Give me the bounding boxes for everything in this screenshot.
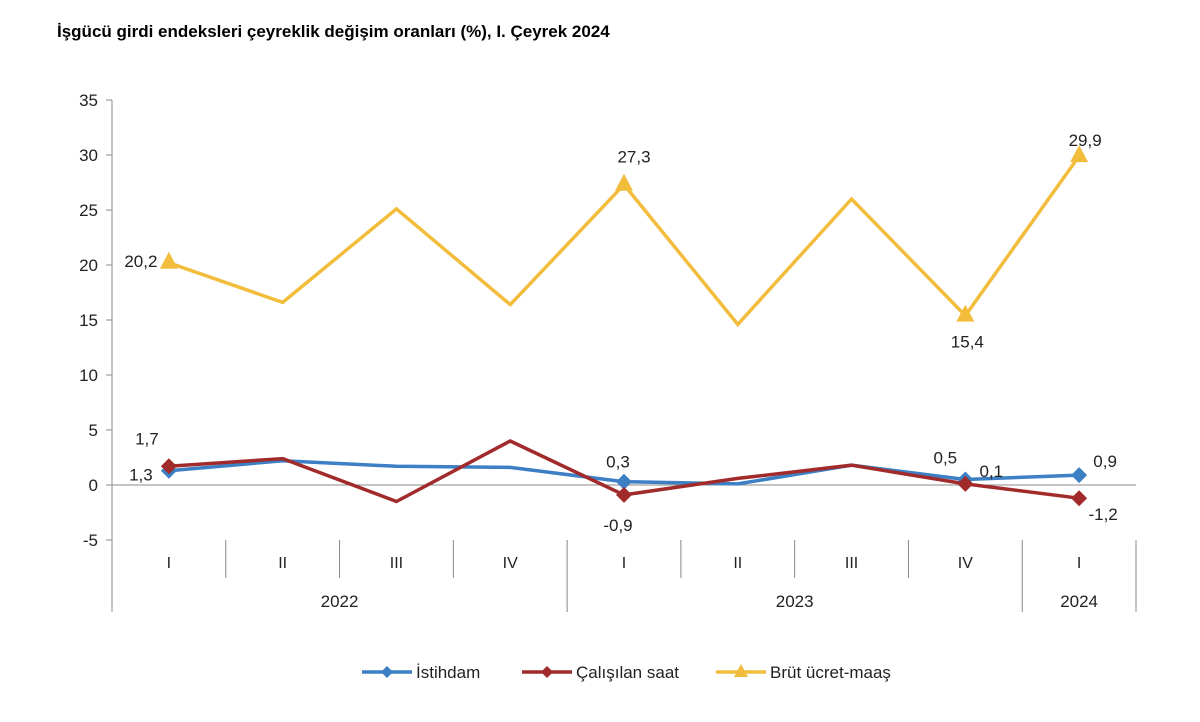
series-marker [1070, 145, 1089, 163]
y-tick-label: 15 [79, 311, 98, 330]
series-marker [616, 486, 632, 503]
y-tick-label: 20 [79, 256, 98, 275]
x-tick-label: IV [503, 555, 518, 572]
legend-marker [541, 666, 553, 678]
data-label: 15,4 [951, 333, 984, 352]
series-marker [160, 458, 177, 475]
y-tick-label: 25 [79, 201, 98, 220]
series-marker [616, 473, 632, 490]
series-marker [615, 173, 633, 191]
legend-marker [734, 664, 748, 677]
series-marker [957, 475, 974, 492]
data-label: -0,9 [603, 516, 632, 535]
legend-marker [381, 666, 393, 678]
series-marker [956, 304, 975, 322]
legend-label: Brüt ücret-maaş [770, 663, 891, 682]
x-tick-label: I [167, 555, 171, 572]
x-tick-label: III [390, 555, 403, 572]
x-tick-label: II [733, 555, 742, 572]
chart-title: İşgücü girdi endeksleri çeyreklik değişi… [57, 22, 610, 41]
year-label: 2022 [321, 592, 359, 611]
x-tick-label: IV [958, 555, 973, 572]
legend-label: Çalışılan saat [576, 663, 679, 682]
data-label: 0,9 [1093, 452, 1117, 471]
data-label: -1,2 [1088, 505, 1117, 524]
y-tick-label: 0 [89, 476, 98, 495]
data-label: 29,9 [1069, 131, 1102, 150]
y-tick-label: 5 [89, 421, 98, 440]
x-tick-label: I [1077, 555, 1081, 572]
year-label: 2024 [1060, 592, 1098, 611]
data-label: 0,5 [934, 449, 958, 468]
series-marker [1071, 490, 1088, 507]
series-marker [159, 251, 178, 269]
data-label: 0,1 [980, 462, 1004, 481]
x-tick-label: II [278, 555, 287, 572]
year-label: 2023 [776, 592, 814, 611]
data-label: 27,3 [617, 148, 650, 167]
x-tick-label: I [622, 555, 626, 572]
data-label: 0,3 [606, 453, 630, 472]
data-label: 20,2 [124, 252, 157, 271]
data-label: 1,3 [129, 466, 153, 485]
series-marker [1071, 467, 1088, 484]
y-tick-label: 35 [79, 91, 98, 110]
data-label: 1,7 [135, 429, 159, 448]
y-tick-label: 10 [79, 366, 98, 385]
y-tick-label: -5 [83, 531, 98, 550]
x-tick-label: III [845, 555, 858, 572]
legend-label: İstihdam [416, 663, 480, 682]
y-tick-label: 30 [79, 146, 98, 165]
